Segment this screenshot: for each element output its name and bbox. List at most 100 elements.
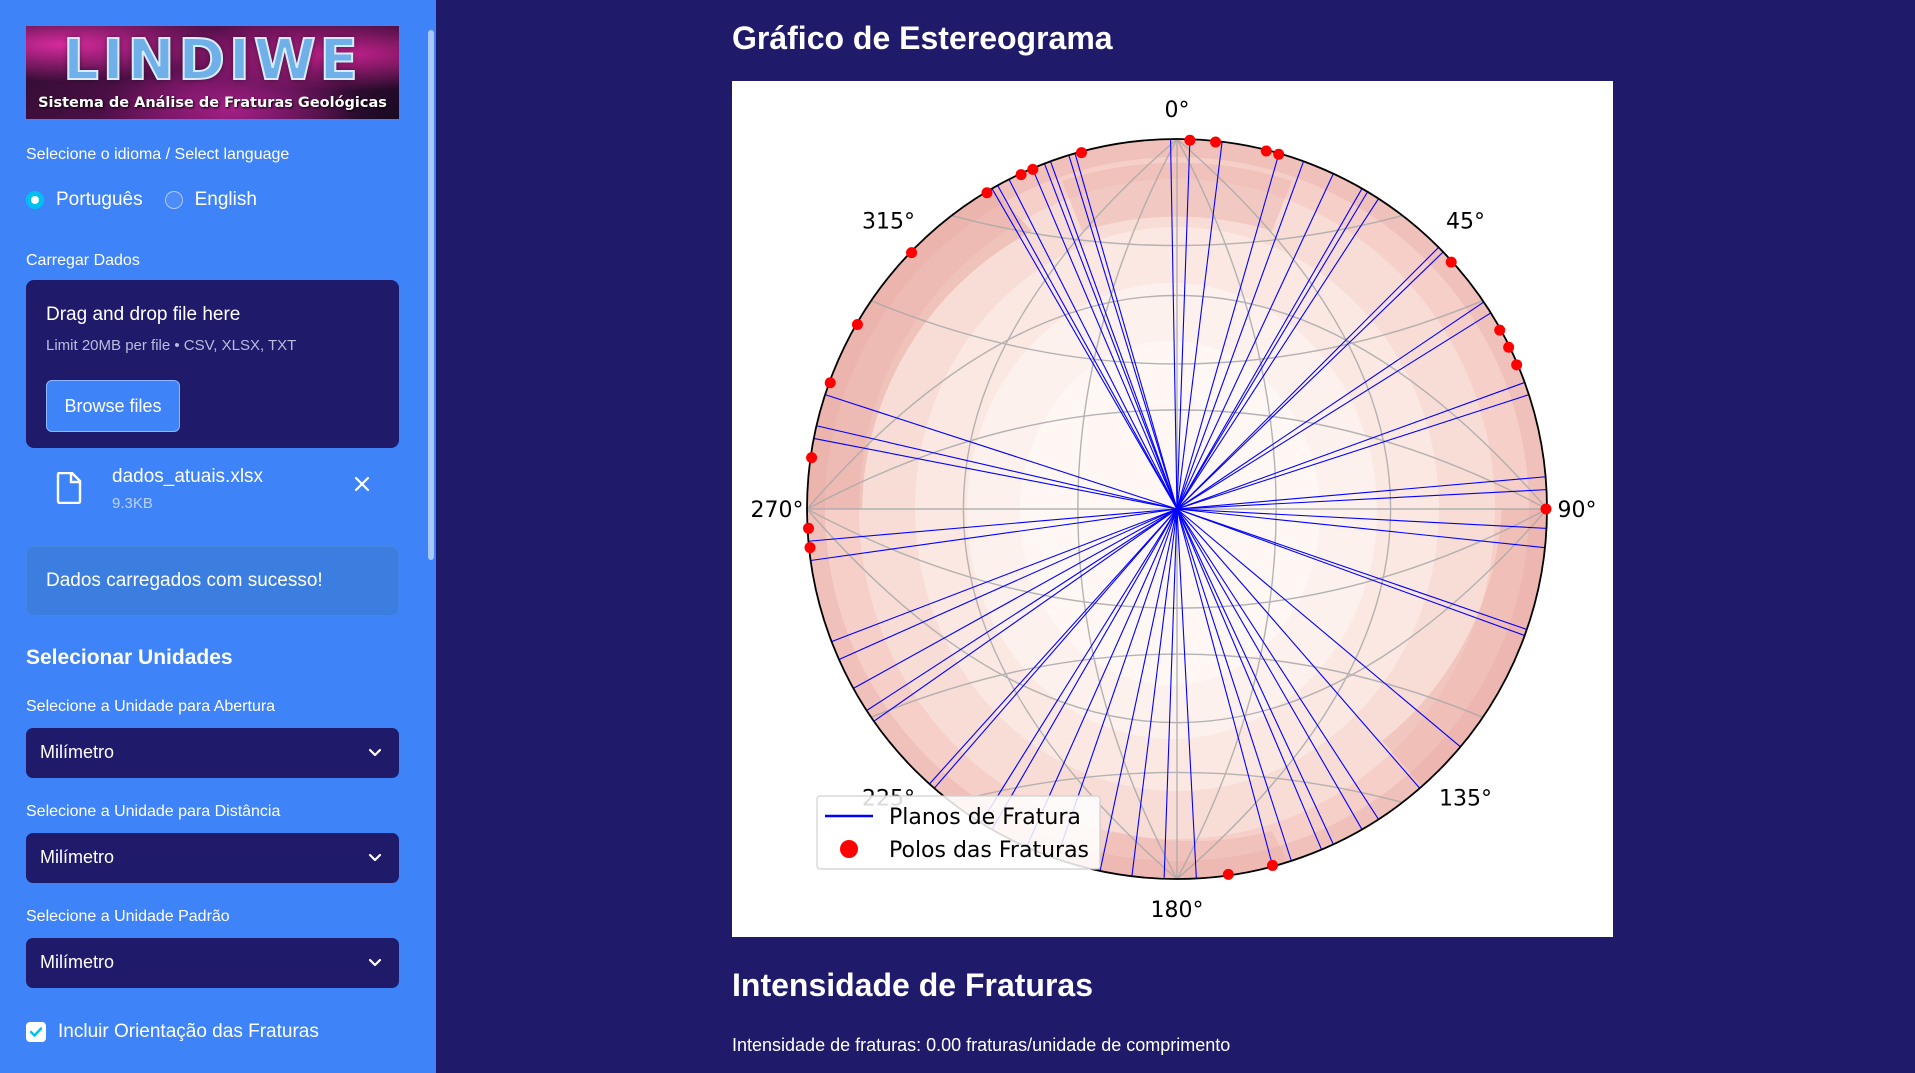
fracture-pole-point [1273, 148, 1285, 160]
fracture-plane-line [1176, 508, 1323, 850]
app-logo: LINDIWE Sistema de Análise de Fraturas G… [26, 26, 399, 119]
fracture-plane-line [980, 508, 1178, 824]
fracture-pole-point [1184, 134, 1196, 146]
fracture-pole-point [1015, 169, 1027, 181]
azimuth-tick-label: 45° [1446, 210, 1485, 235]
stereonet-svg: 0°45°90°135°180°225°270°315° Planos de F… [751, 98, 1597, 923]
uploaded-file: dados_atuais.xlsx 9.3KB [26, 460, 399, 520]
language-radio-group: Português English [26, 189, 279, 211]
check-icon [29, 1027, 43, 1037]
fracture-plane-line [1099, 508, 1178, 872]
fracture-pole-point [1540, 503, 1552, 515]
fracture-plane-line [873, 508, 1178, 722]
fracture-plane-line [1176, 161, 1305, 510]
fracture-plane-line [1049, 161, 1178, 510]
fracture-plane-line [1176, 141, 1223, 510]
select-unidade-abertura[interactable]: Milímetro [26, 728, 399, 778]
azimuth-tick-label: 315° [862, 210, 915, 235]
orientation-checkbox[interactable] [26, 1022, 46, 1042]
fracture-pole-point [803, 522, 815, 534]
dropzone-limit: Limit 20MB per file • CSV, XLSX, TXT [46, 337, 297, 354]
fracture-plane-line [1026, 508, 1178, 848]
select-unidade-padrao[interactable]: Milímetro [26, 938, 399, 988]
fracture-plane-line [1131, 508, 1178, 877]
grid-longitude-line [1077, 139, 1178, 879]
azimuth-tick-label: 270° [751, 498, 804, 523]
fracture-pole-point [1511, 359, 1523, 371]
fracture-plane-line [838, 508, 1178, 660]
fracture-plane-line [1176, 251, 1444, 510]
fracture-plane-line [1176, 198, 1379, 510]
fracture-plane-line [991, 188, 1178, 510]
fracture-plane-line [1176, 489, 1547, 510]
fracture-plane-line [997, 185, 1178, 510]
chevron-down-icon [368, 853, 382, 862]
fracture-pole-point [906, 247, 918, 259]
azimuth-tick-label: 0° [1165, 98, 1190, 123]
select-unidade-distancia[interactable]: Milímetro [26, 833, 399, 883]
fracture-plane-line [1176, 508, 1528, 630]
orientation-checkbox-label[interactable]: Incluir Orientação das Fraturas [58, 1021, 319, 1042]
logo-subtitle: Sistema de Análise de Fraturas Geológica… [38, 95, 387, 111]
file-uploader-dropzone[interactable]: Drag and drop file here Limit 20MB per f… [26, 280, 399, 448]
fracture-plane-line [1031, 168, 1178, 510]
browse-files-button[interactable]: Browse files [46, 380, 180, 432]
fracture-plane-line [824, 394, 1178, 510]
grid-longitude-line [1176, 139, 1392, 879]
legend: Planos de Fratura Polos das Fraturas [816, 795, 1101, 870]
legend-label-planes: Planos de Fratura [889, 805, 1081, 830]
fracture-plane-line [1176, 508, 1334, 845]
legend-swatch-poles [840, 840, 858, 858]
radio-label-portugues[interactable]: Português [56, 189, 143, 210]
fracture-plane-line [1176, 508, 1525, 637]
stereonet-plot: 0°45°90°135°180°225°270°315° Planos de F… [732, 81, 1613, 937]
fracture-pole-point [1027, 163, 1039, 175]
fracture-plane-line [929, 508, 1178, 785]
fracture-pole-point [981, 187, 993, 199]
legend-box [816, 795, 1101, 870]
fracture-pole-point [1222, 868, 1234, 880]
success-alert: Dados carregados com sucesso! [26, 546, 399, 616]
fracture-plane-line [1176, 508, 1274, 867]
fracture-plane-line [933, 508, 1178, 789]
chevron-down-icon [368, 748, 382, 757]
fracture-plane-line [1176, 312, 1492, 510]
azimuth-tick-label: 90° [1558, 498, 1597, 523]
upload-label: Carregar Dados [26, 252, 140, 269]
fracture-plane-line [1176, 394, 1530, 510]
orientation-checkbox-row[interactable]: Incluir Orientação das Fraturas [26, 1021, 319, 1043]
fracture-plane-line [1074, 153, 1178, 510]
grid-small-circle [870, 300, 1484, 365]
fracture-plane-line [1176, 508, 1292, 862]
fracture-pole-point [806, 452, 818, 464]
radio-label-english[interactable]: English [194, 189, 257, 210]
fracture-plane-line [866, 508, 1178, 711]
fracture-plane-line [810, 508, 1178, 562]
sidebar: LINDIWE Sistema de Análise de Fraturas G… [0, 0, 436, 1073]
fracture-plane-line [813, 437, 1178, 510]
radio-english[interactable] [164, 191, 183, 209]
close-icon[interactable] [352, 474, 372, 494]
fracture-plane-line [1176, 508, 1547, 529]
intensity-text: Intensidade de fraturas: 0.00 fraturas/u… [732, 1035, 1231, 1055]
fracture-plane-line [1176, 301, 1485, 510]
fracture-plane-line [1068, 155, 1178, 510]
grid-small-circle [951, 214, 1403, 247]
fracture-plane-line [1043, 163, 1178, 510]
radio-portugues[interactable] [26, 191, 44, 209]
grid-longitude-line [962, 139, 1178, 879]
select-label-distancia: Selecione a Unidade para Distância [26, 803, 281, 820]
grid-longitude-line [1176, 139, 1277, 879]
fracture-plane-line [1176, 139, 1191, 510]
select-value: Milímetro [40, 742, 115, 762]
fracture-pole-point [824, 377, 836, 389]
file-icon [56, 472, 82, 504]
fracture-plane-line [1176, 381, 1525, 510]
select-value: Milímetro [40, 847, 115, 867]
fracture-plane-line [1176, 508, 1379, 820]
fracture-plane-line [831, 508, 1178, 643]
sidebar-scrollbar[interactable] [428, 30, 434, 560]
fracture-plane-line [1176, 246, 1440, 510]
language-label: Selecione o idioma / Select language [26, 146, 290, 163]
fracture-plane-line [1176, 508, 1197, 879]
